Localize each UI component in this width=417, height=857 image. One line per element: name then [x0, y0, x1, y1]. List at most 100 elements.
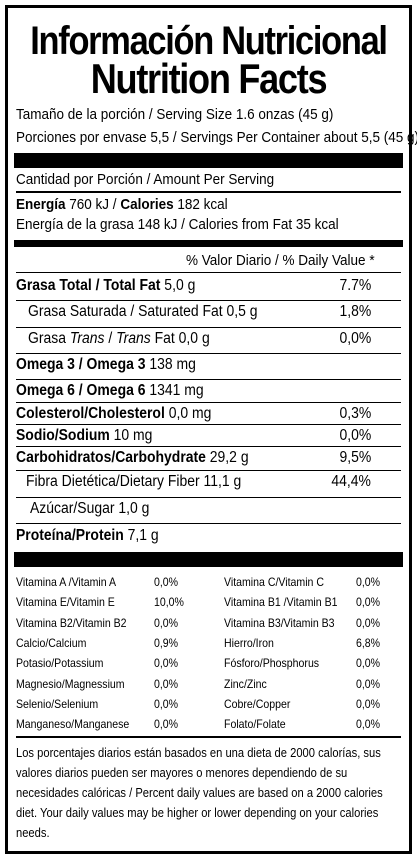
- title-spanish: Información Nutricional: [30, 19, 388, 63]
- nutrient-value: 7,1 g: [123, 527, 159, 544]
- nutrient-label: Proteína/Protein 7,1 g: [16, 526, 159, 546]
- vitamin-daily-value: 0,0%: [356, 677, 381, 691]
- divider: [16, 402, 401, 403]
- nutrient-label-bold: Carbohidratos/Carbohydrate: [16, 449, 206, 466]
- vitamin-daily-value: 0,0%: [356, 616, 381, 630]
- vitamin-name: Vitamina A /Vitamin A: [16, 575, 116, 589]
- nutrient-label: Grasa Saturada / Saturated Fat 0,5 g: [28, 303, 258, 320]
- nutrient-label: Grasa Saturada / Saturated Fat 0,5 g: [28, 302, 258, 322]
- nutrient-label: Sodio/Sodium 10 mg: [16, 426, 152, 446]
- vitamin-daily-value: 0,0%: [356, 656, 381, 670]
- nutrient-label-bold: Colesterol/Cholesterol: [16, 405, 165, 422]
- servings-per-container: Porciones por envase 5,5 / Servings Per …: [16, 129, 417, 146]
- vitamin-name: Potasio/Potassium: [16, 656, 104, 670]
- serving-size: Tamaño de la porción / Serving Size 1.6 …: [16, 106, 334, 123]
- nutrient-label: Azúcar/Sugar 1,0 g: [30, 499, 149, 519]
- calories-label: Calories: [120, 196, 174, 213]
- divider: [16, 353, 401, 354]
- nutrient-label: Fibra Dietética/Dietary Fiber 11,1 g: [26, 473, 242, 490]
- vitamin-daily-value: 0,0%: [356, 697, 381, 711]
- nutrient-value: 138 mg: [145, 356, 196, 373]
- thick-divider-top: [14, 153, 403, 168]
- vitamin-daily-value: 0,0%: [154, 656, 179, 670]
- nutrient-label-pre: Grasa: [28, 330, 70, 347]
- vitamin-name: Vitamina E/Vitamin E: [16, 595, 115, 609]
- divider: [16, 470, 401, 471]
- thick-divider-bottom: [14, 552, 403, 567]
- vitamin-name: Vitamina B2/Vitamin B2: [16, 616, 127, 630]
- calories-value: 182 kcal: [173, 196, 228, 213]
- divider: [16, 424, 401, 425]
- vitamin-name: Vitamina C/Vitamin C: [224, 575, 324, 589]
- daily-value-header: % Valor Diario / % Daily Value *: [186, 252, 375, 269]
- divider: [16, 191, 401, 193]
- nutrient-label: Grasa Total / Total Fat 5,0 g: [16, 276, 195, 296]
- divider: [16, 300, 401, 301]
- energy-label: Energía: [16, 196, 66, 213]
- nutrient-daily-value: 0,0%: [339, 330, 371, 347]
- divider: [16, 736, 401, 738]
- nutrient-label-mid: /: [104, 330, 117, 347]
- nutrient-daily-value: 44,4%: [331, 473, 371, 490]
- vitamin-daily-value: 6,8%: [356, 636, 381, 650]
- amount-per-serving: Cantidad por Porción / Amount Per Servin…: [16, 171, 275, 188]
- nutrient-value: 5,0 g: [160, 277, 196, 294]
- divider: [16, 497, 401, 498]
- vitamin-name: Fósforo/Phosphorus: [224, 656, 320, 670]
- nutrient-label-it1: Trans: [69, 330, 105, 347]
- medium-divider: [14, 240, 403, 247]
- vitamin-daily-value: 0,0%: [154, 616, 179, 630]
- vitamin-name: Selenio/Selenium: [16, 697, 99, 711]
- nutrient-label: Fibra Dietética/Dietary Fiber 11,1 g: [26, 472, 241, 492]
- nutrient-label-post: Fat 0,0 g: [150, 330, 210, 347]
- vitamin-daily-value: 0,0%: [154, 697, 179, 711]
- nutrient-label-bold: Grasa Total / Total Fat: [16, 277, 161, 294]
- vitamin-daily-value: 0,0%: [154, 575, 179, 589]
- nutrient-label: Azúcar/Sugar 1,0 g: [30, 500, 150, 517]
- vitamin-daily-value: 0,0%: [356, 717, 381, 731]
- divider: [16, 327, 401, 328]
- title-english: Nutrition Facts: [90, 55, 328, 102]
- vitamin-name: Zinc/Zinc: [224, 677, 267, 691]
- nutrient-label: Omega 6 / Omega 6 1341 mg: [16, 381, 204, 401]
- vitamin-daily-value: 0,0%: [356, 575, 381, 589]
- divider: [16, 523, 401, 524]
- nutrient-value: 1341 mg: [145, 382, 204, 399]
- vitamin-name: Hierro/Iron: [224, 636, 274, 650]
- vitamin-name: Vitamina B3/Vitamin B3: [224, 616, 335, 630]
- nutrient-label: Omega 3 / Omega 3 138 mg: [16, 355, 196, 375]
- vitamin-name: Manganeso/Manganese: [16, 717, 130, 731]
- nutrient-value: 0,0 mg: [164, 405, 212, 422]
- nutrient-label: Grasa Trans / Trans Fat 0,0 g: [28, 329, 210, 349]
- vitamin-name: Calcio/Calcium: [16, 636, 87, 650]
- vitamin-daily-value: 0,0%: [154, 717, 179, 731]
- nutrient-label-it2: Trans: [116, 330, 151, 347]
- nutrient-value: 10 mg: [109, 427, 153, 444]
- energy-value: 760 kJ /: [65, 196, 121, 213]
- nutrient-label-bold: Omega 3 / Omega 3: [16, 356, 146, 373]
- vitamin-daily-value: 0,0%: [356, 595, 381, 609]
- vitamin-daily-value: 10,0%: [154, 595, 184, 609]
- nutrient-daily-value: 9,5%: [339, 449, 371, 466]
- vitamin-daily-value: 0,0%: [154, 677, 179, 691]
- nutrient-daily-value: 0,3%: [339, 405, 371, 422]
- footnote: Los porcentajes diarios están basados en…: [16, 745, 383, 840]
- nutrient-label-bold: Sodio/Sodium: [16, 427, 110, 444]
- vitamin-name: Magnesio/Magnessium: [16, 677, 125, 691]
- vitamin-name: Vitamina B1 /Vitamin B1: [224, 595, 338, 609]
- nutrition-label: Información Nutricional Nutrition Facts …: [5, 5, 417, 854]
- energy-line: Energía 760 kJ / Calories 182 kcal: [16, 196, 228, 213]
- nutrient-daily-value: 1,8%: [339, 303, 371, 320]
- fat-energy-line: Energía de la grasa 148 kJ / Calories fr…: [16, 216, 339, 233]
- vitamin-name: Folato/Folate: [224, 717, 286, 731]
- nutrient-label: Carbohidratos/Carbohydrate 29,2 g: [16, 448, 249, 468]
- nutrient-daily-value: 0,0%: [339, 427, 371, 444]
- divider: [16, 379, 401, 380]
- nutrient-value: 29,2 g: [205, 449, 249, 466]
- nutrient-label: Colesterol/Cholesterol 0,0 mg: [16, 404, 211, 424]
- divider: [16, 272, 401, 273]
- nutrient-label-bold: Proteína/Protein: [16, 527, 124, 544]
- nutrient-daily-value: 7.7%: [339, 277, 371, 294]
- nutrient-label-bold: Omega 6 / Omega 6: [16, 382, 146, 399]
- divider: [16, 446, 401, 447]
